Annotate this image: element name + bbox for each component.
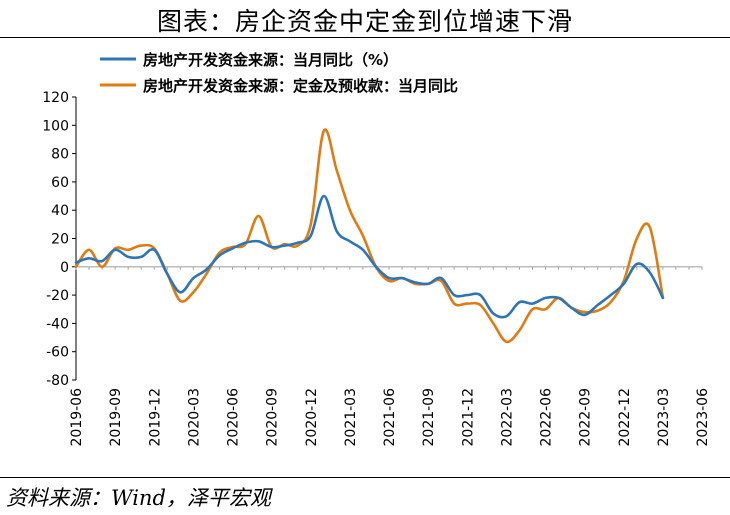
y-tick-label: 0 (60, 260, 69, 276)
series-group (74, 128, 665, 344)
y-tick-label: 100 (42, 118, 69, 134)
line-chart: 房地产开发资金来源：当月同比（%） 房地产开发资金来源：定金及预收款：当月同比 … (42, 51, 711, 447)
x-tick-label: 2019-09 (108, 388, 124, 447)
source-note: 资料来源：Wind，泽平宏观 (6, 486, 271, 510)
x-tick-label: 2020-12 (304, 388, 320, 447)
y-tick-label: 60 (51, 175, 69, 191)
y-tick-label: -60 (46, 345, 69, 361)
y-tick-label: -20 (46, 288, 69, 304)
x-tick-label: 2020-03 (186, 388, 202, 447)
x-tick-label: 2023-03 (656, 388, 672, 447)
legend-label-series2: 房地产开发资金来源：定金及预收款：当月同比 (143, 77, 458, 95)
y-tick-label: 20 (51, 232, 69, 248)
x-tick-label: 2019-06 (69, 388, 85, 447)
x-tick-label: 2021-06 (382, 388, 398, 447)
legend-label-series1: 房地产开发资金来源：当月同比（%） (143, 51, 398, 69)
x-tick-label: 2023-06 (695, 388, 711, 447)
x-tick-label: 2022-09 (578, 388, 594, 447)
y-tick-label: 120 (42, 90, 69, 106)
x-tick-label: 2021-03 (343, 388, 359, 447)
series-line-1 (74, 194, 665, 319)
title-divider (0, 37, 730, 38)
y-tick-label: 40 (51, 203, 69, 219)
x-tick-label: 2022-06 (539, 388, 555, 447)
x-tick-label: 2022-12 (617, 388, 633, 447)
y-tick-label: -80 (46, 373, 69, 389)
y-tick-label: 80 (51, 147, 69, 163)
x-tick-label: 2019-12 (147, 388, 163, 447)
footer-divider (0, 477, 730, 478)
legend: 房地产开发资金来源：当月同比（%） 房地产开发资金来源：定金及预收款：当月同比 (100, 51, 458, 95)
x-tick-label: 2021-09 (421, 388, 437, 447)
y-tick-label: -40 (46, 316, 69, 332)
chart-title: 图表：房企资金中定金到位增速下滑 (156, 7, 573, 36)
x-tick-label: 2021-12 (460, 388, 476, 447)
x-tick-label: 2020-06 (226, 388, 242, 447)
x-tick-label: 2022-03 (499, 388, 515, 447)
x-tick-label: 2020-09 (265, 388, 281, 447)
